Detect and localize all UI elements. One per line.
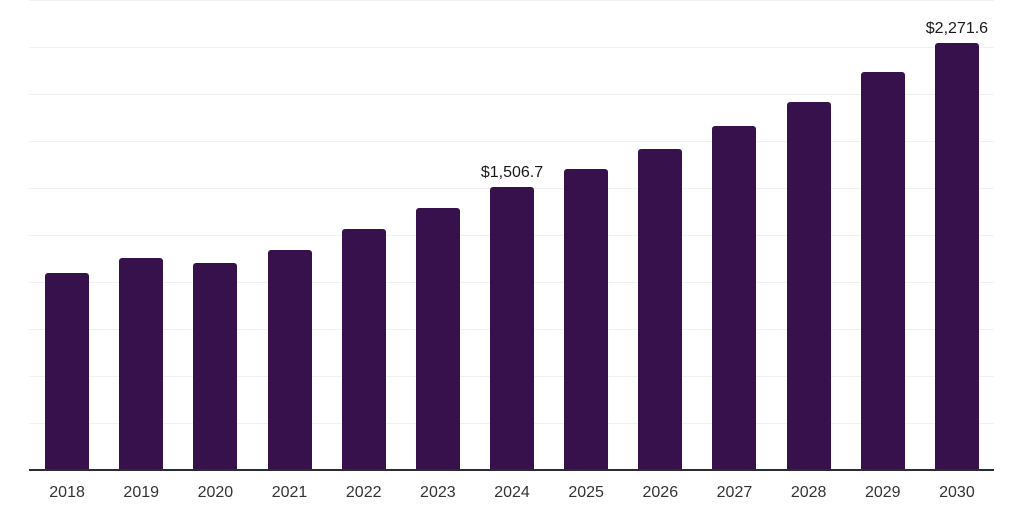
bar-2030 bbox=[934, 42, 979, 470]
bar-2024 bbox=[490, 186, 534, 470]
bar-2022 bbox=[341, 228, 386, 470]
x-tick-label-2023: 2023 bbox=[420, 484, 456, 501]
bar-2020 bbox=[193, 263, 238, 470]
x-tick-label-2029: 2029 bbox=[864, 484, 901, 501]
bar-2023 bbox=[415, 208, 460, 470]
x-tick-label-2028: 2028 bbox=[790, 484, 827, 501]
x-tick-label-2018: 2018 bbox=[49, 484, 85, 501]
x-tick-label-2022: 2022 bbox=[345, 484, 382, 501]
x-tick-label-2025: 2025 bbox=[568, 484, 604, 501]
bar-2026 bbox=[638, 149, 683, 470]
gridline-1750 bbox=[29, 141, 994, 142]
bar-2025 bbox=[564, 169, 609, 470]
gridline-2000 bbox=[29, 94, 994, 95]
data-label-2024: $1,506.7 bbox=[480, 163, 544, 181]
data-label-2030: $2,271.6 bbox=[925, 19, 989, 37]
x-tick-label-2020: 2020 bbox=[197, 484, 234, 501]
gridline-2500 bbox=[29, 0, 994, 1]
gridline-2250 bbox=[29, 47, 994, 48]
x-tick-label-2019: 2019 bbox=[123, 484, 160, 501]
x-tick-label-2027: 2027 bbox=[716, 484, 753, 501]
bar-2019 bbox=[119, 257, 164, 470]
x-tick-label-2030: 2030 bbox=[939, 484, 975, 501]
x-axis-line bbox=[29, 469, 994, 471]
x-tick-label-2021: 2021 bbox=[271, 484, 308, 501]
bar-2029 bbox=[860, 72, 905, 470]
bar-2021 bbox=[267, 249, 312, 470]
bar-2018 bbox=[45, 272, 90, 470]
bar-2027 bbox=[712, 125, 757, 470]
bar-2028 bbox=[786, 102, 831, 470]
x-tick-label-2024: 2024 bbox=[494, 484, 530, 501]
x-tick-label-2026: 2026 bbox=[642, 484, 679, 501]
